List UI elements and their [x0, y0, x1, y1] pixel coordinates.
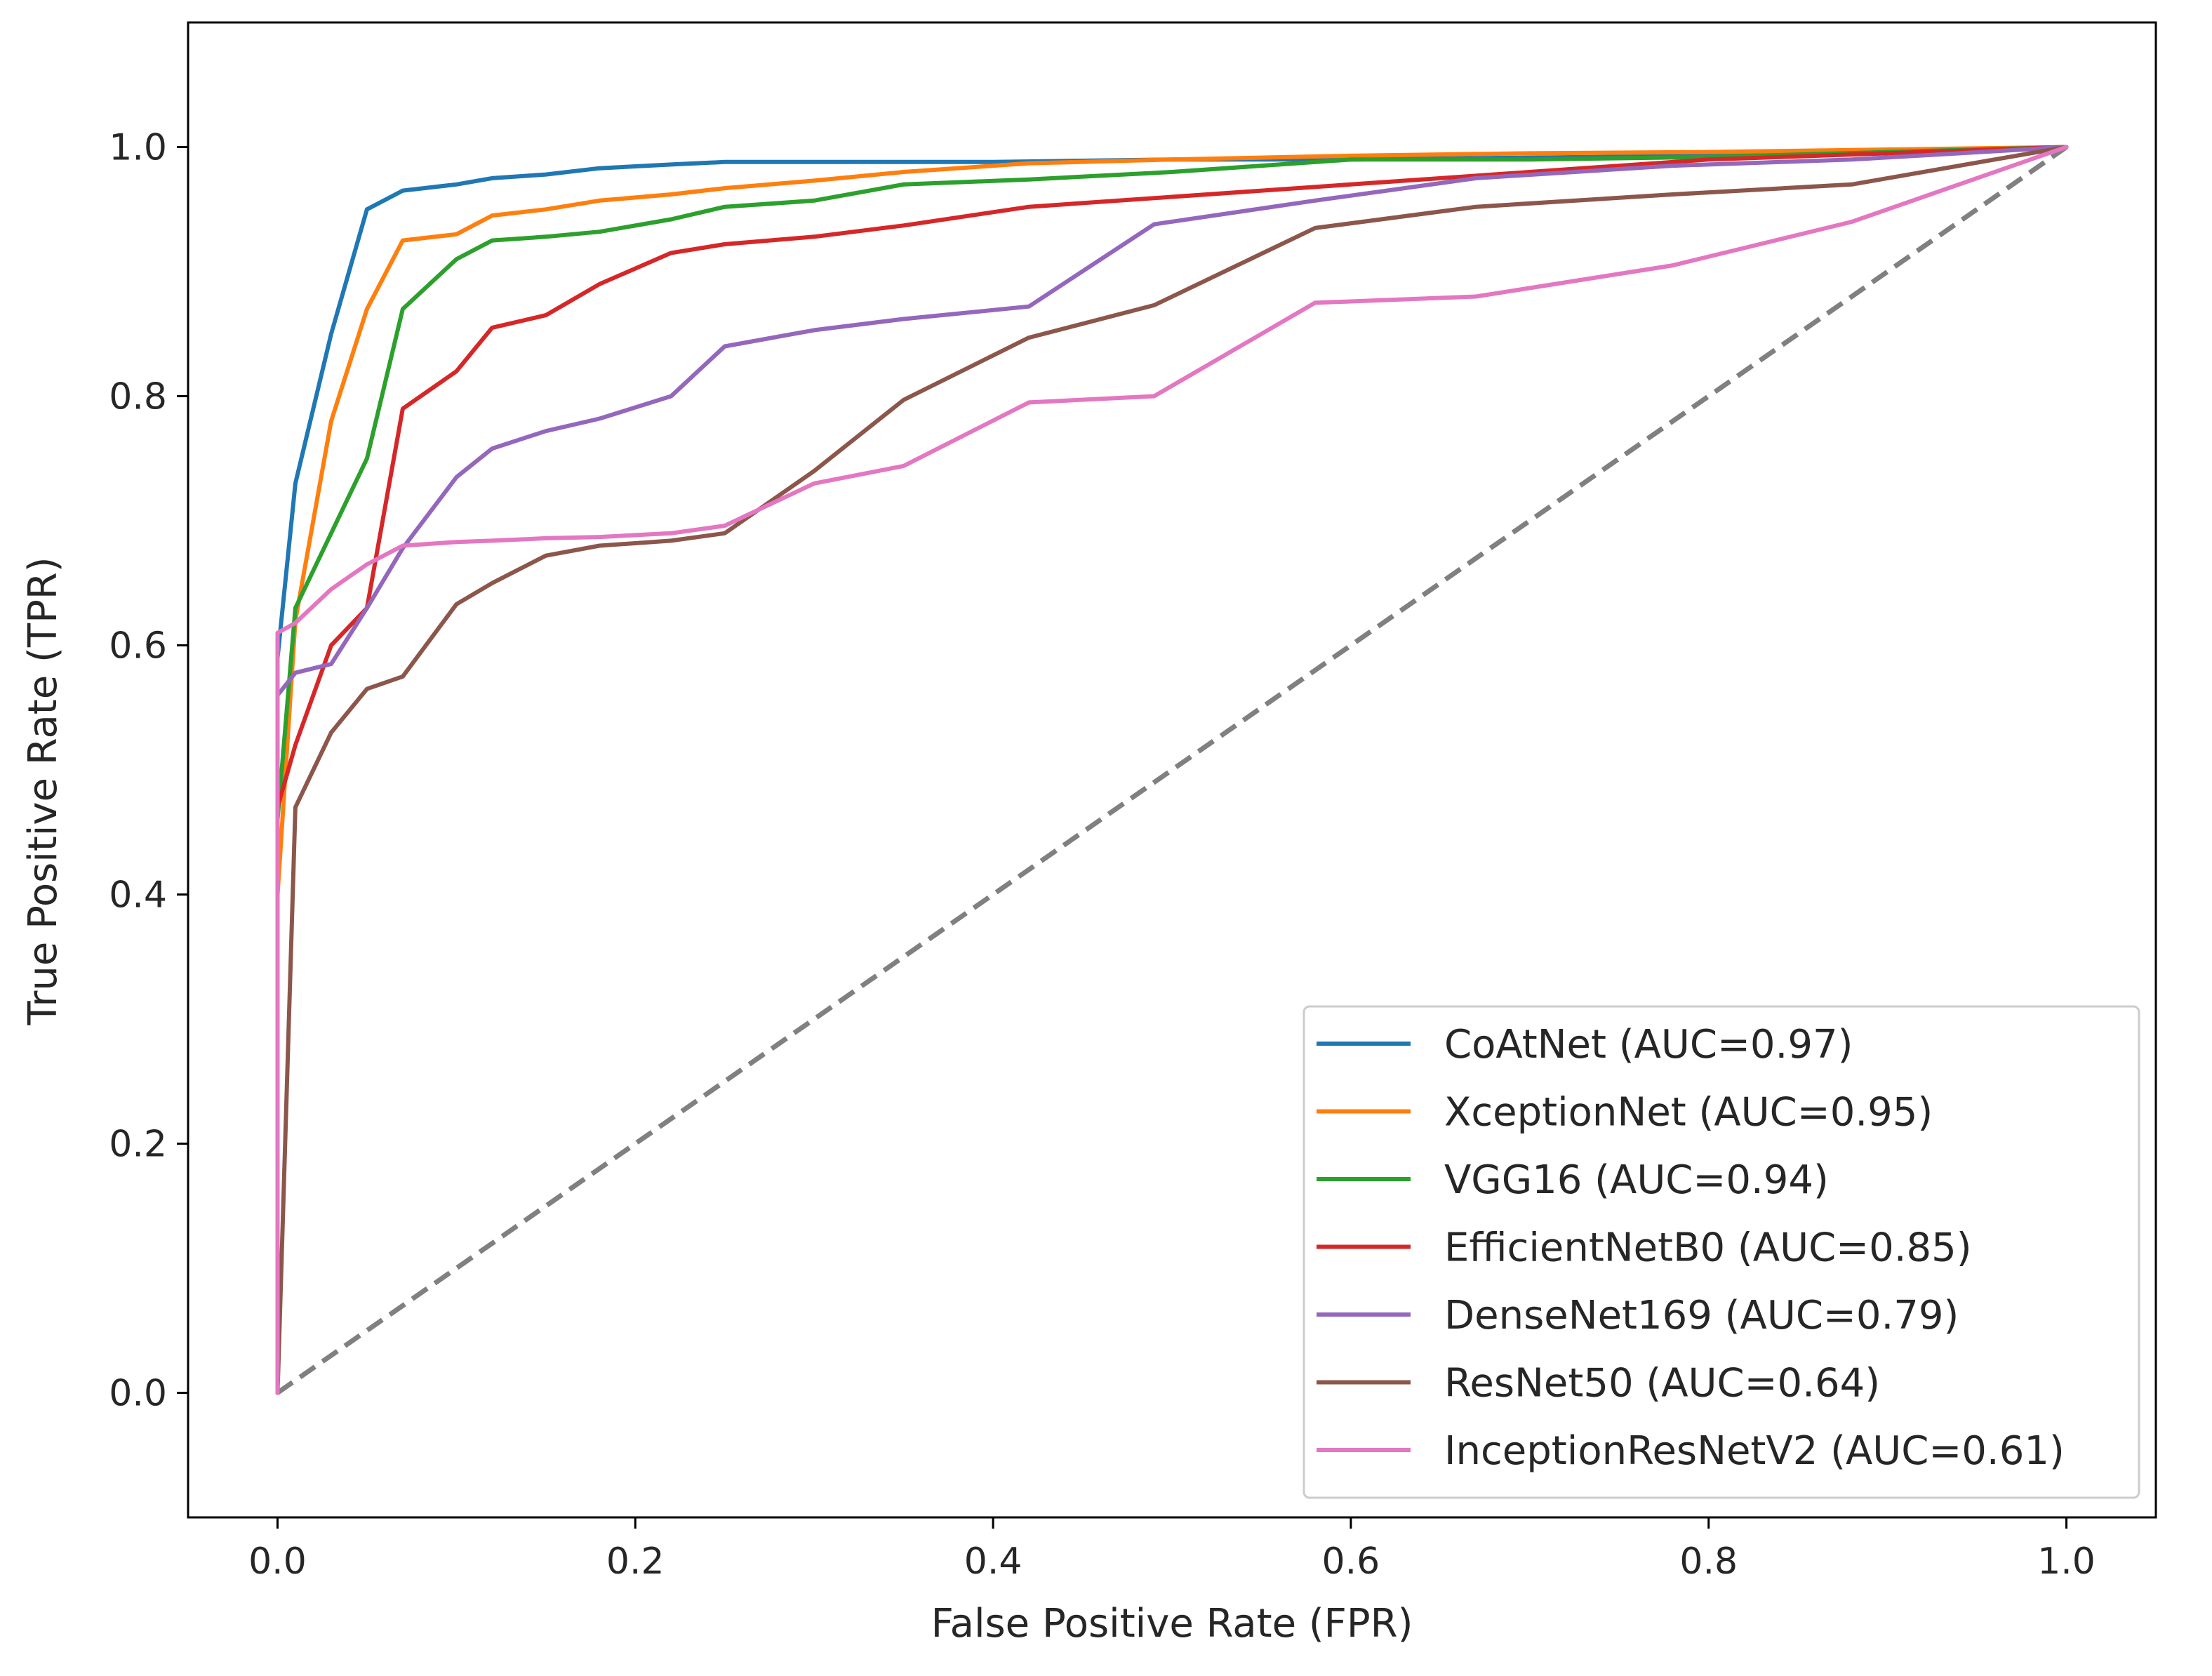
x-axis-ticks: 0.0 0.2 0.4 0.6 0.8 1.0 — [248, 1517, 2096, 1583]
x-axis-title: False Positive Rate (FPR) — [931, 1601, 1413, 1647]
y-axis-title: True Positive Rate (TPR) — [20, 557, 66, 1025]
legend-box — [1302, 1005, 2140, 1499]
series-line-5 — [275, 145, 2069, 1395]
legend-items: CoAtNet (AUC=0.97) XceptionNet (AUC=0.95)… — [1317, 1022, 2065, 1474]
reference-diagonal-line — [276, 145, 2068, 1395]
legend-label: DenseNet169 (AUC=0.79) — [1444, 1293, 1959, 1338]
legend-label: InceptionResNetV2 (AUC=0.61) — [1444, 1428, 2065, 1474]
x-tick-label: 1.0 — [2037, 1541, 2096, 1583]
y-tick-label: 0.2 — [109, 1124, 167, 1166]
series-line-7 — [275, 145, 2069, 1395]
x-tick-label: 0.0 — [248, 1541, 307, 1583]
legend-label: EfficientNetB0 (AUC=0.85) — [1444, 1225, 1972, 1271]
legend-entry: ResNet50 (AUC=0.64) — [1317, 1361, 1880, 1406]
series-line-3 — [275, 145, 2069, 1395]
legend-entry: InceptionResNetV2 (AUC=0.61) — [1317, 1428, 2065, 1474]
series-line-6 — [275, 145, 2069, 1395]
legend-label: VGG16 (AUC=0.94) — [1444, 1157, 1829, 1203]
y-tick-label: 0.6 — [109, 625, 167, 667]
series-line-4 — [275, 145, 2069, 1395]
y-tick-label: 0.0 — [109, 1373, 167, 1415]
y-tick-label: 0.4 — [109, 874, 167, 917]
y-tick-label: 1.0 — [109, 127, 167, 169]
legend-entry: XceptionNet (AUC=0.95) — [1317, 1090, 1933, 1136]
legend-label: CoAtNet (AUC=0.97) — [1444, 1022, 1853, 1068]
plot-area — [275, 145, 2069, 1395]
legend-entry: EfficientNetB0 (AUC=0.85) — [1317, 1225, 1972, 1271]
legend-label: ResNet50 (AUC=0.64) — [1444, 1361, 1880, 1406]
legend-label: XceptionNet (AUC=0.95) — [1444, 1090, 1933, 1136]
series-line-2 — [275, 145, 2069, 1395]
legend-entry: CoAtNet (AUC=0.97) — [1317, 1022, 1853, 1068]
y-tick-label: 0.8 — [109, 376, 167, 418]
legend-entry: VGG16 (AUC=0.94) — [1317, 1157, 1829, 1203]
legend-entry: DenseNet169 (AUC=0.79) — [1317, 1293, 1959, 1338]
x-tick-label: 0.2 — [606, 1541, 665, 1583]
x-tick-label: 0.6 — [1322, 1541, 1380, 1583]
series-lines — [275, 145, 2069, 1395]
x-tick-label: 0.4 — [964, 1541, 1022, 1583]
plot-frame — [187, 21, 2157, 1519]
y-axis-ticks: 0.0 0.2 0.4 0.6 0.8 1.0 — [109, 127, 188, 1415]
legend: CoAtNet (AUC=0.97) XceptionNet (AUC=0.95)… — [1302, 1005, 2140, 1499]
x-tick-label: 0.8 — [1679, 1541, 1738, 1583]
